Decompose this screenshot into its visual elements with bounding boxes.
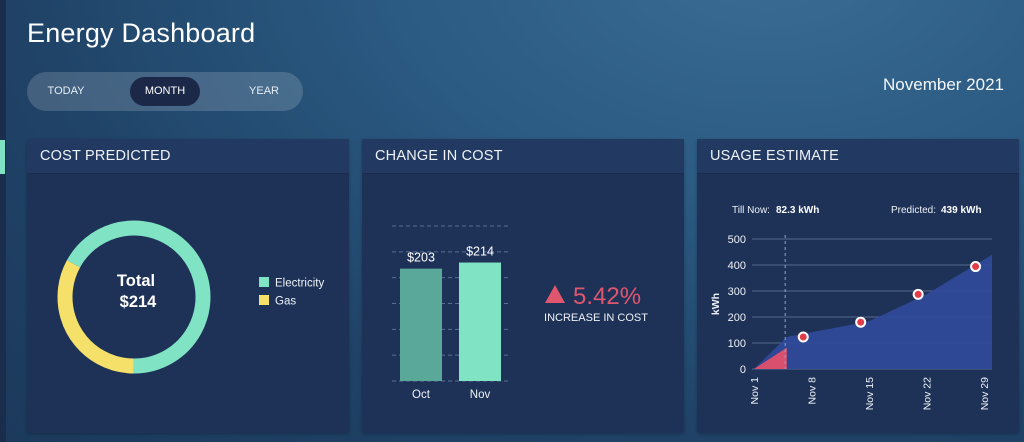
bar-nov — [459, 262, 501, 381]
usage-x-tick: Nov 15 — [864, 377, 876, 410]
usage-point — [855, 316, 867, 328]
usage-y-tick: 400 — [728, 260, 746, 272]
page-title: Energy Dashboard — [27, 18, 256, 48]
usage-point — [797, 331, 809, 343]
usage-x-tick: Nov 1 — [749, 377, 761, 405]
change-in-cost-card: $203 Oct $214 Nov 5.42% INCREASE IN COST CH… — [362, 139, 684, 433]
usage-till-now-area — [754, 347, 787, 369]
legend-swatch-electricity — [259, 277, 269, 287]
donut-total-value: $214 — [120, 293, 158, 311]
change-caption: INCREASE IN COST — [544, 312, 648, 324]
tab-today[interactable]: TODAY — [47, 85, 85, 97]
usage-x-tick: Nov 22 — [921, 377, 933, 410]
cost-predicted-card: Total $214 Electricity Gas COST PREDICTE… — [27, 139, 349, 433]
cost-bar-chart: $203 Oct $214 Nov 5.42% INCREASE IN COST — [392, 225, 648, 401]
current-period: November 2021 — [883, 75, 1004, 94]
usage-area-chart: Till Now: 82.3 kWh Predicted: 439 kWh kW… — [710, 205, 992, 410]
period-tabs: TODAY MONTH YEAR — [27, 72, 303, 111]
bar-category-label: Oct — [412, 389, 431, 401]
predicted-label: Predicted: — [891, 205, 936, 216]
usage-point — [970, 261, 982, 273]
tab-month[interactable]: MONTH — [130, 77, 200, 106]
usage-estimate-card: Till Now: 82.3 kWh Predicted: 439 kWh kW… — [697, 139, 1019, 433]
usage-y-tick: 200 — [728, 312, 746, 324]
usage-estimate-title: USAGE ESTIMATE — [697, 139, 1019, 174]
usage-y-tick: 300 — [728, 286, 746, 298]
legend-gas: Gas — [275, 296, 296, 308]
usage-point — [912, 288, 924, 300]
bar-value-label: $203 — [407, 251, 435, 265]
change-in-cost-title: CHANGE IN COST — [362, 139, 684, 174]
usage-x-tick: Nov 8 — [806, 377, 818, 405]
usage-predicted-area — [754, 254, 992, 369]
bar-value-label: $214 — [466, 245, 494, 259]
usage-y-tick: 500 — [728, 234, 746, 246]
change-percent: 5.42% — [573, 283, 641, 310]
cost-predicted-title: COST PREDICTED — [27, 139, 349, 174]
legend-swatch-gas — [259, 295, 269, 305]
donut-slice-gas — [57, 220, 211, 374]
legend-electricity: Electricity — [275, 278, 324, 290]
usage-y-axis-label: kWh — [710, 293, 722, 315]
donut-total-label: Total — [117, 272, 155, 290]
usage-y-tick: 100 — [728, 338, 746, 350]
usage-y-tick: 0 — [740, 364, 746, 376]
left-rail — [0, 0, 6, 442]
bar-oct — [400, 268, 442, 381]
till-now-label: Till Now: — [732, 205, 770, 216]
increase-arrow-icon — [545, 285, 565, 303]
till-now-value: 82.3 kWh — [776, 205, 819, 216]
predicted-value: 439 kWh — [941, 205, 982, 216]
tab-year[interactable]: YEAR — [249, 85, 279, 97]
usage-x-tick: Nov 29 — [979, 377, 991, 410]
rail-active-indicator — [0, 140, 5, 174]
cost-donut-chart: Total $214 Electricity Gas — [57, 220, 324, 374]
bar-category-label: Nov — [470, 389, 491, 401]
